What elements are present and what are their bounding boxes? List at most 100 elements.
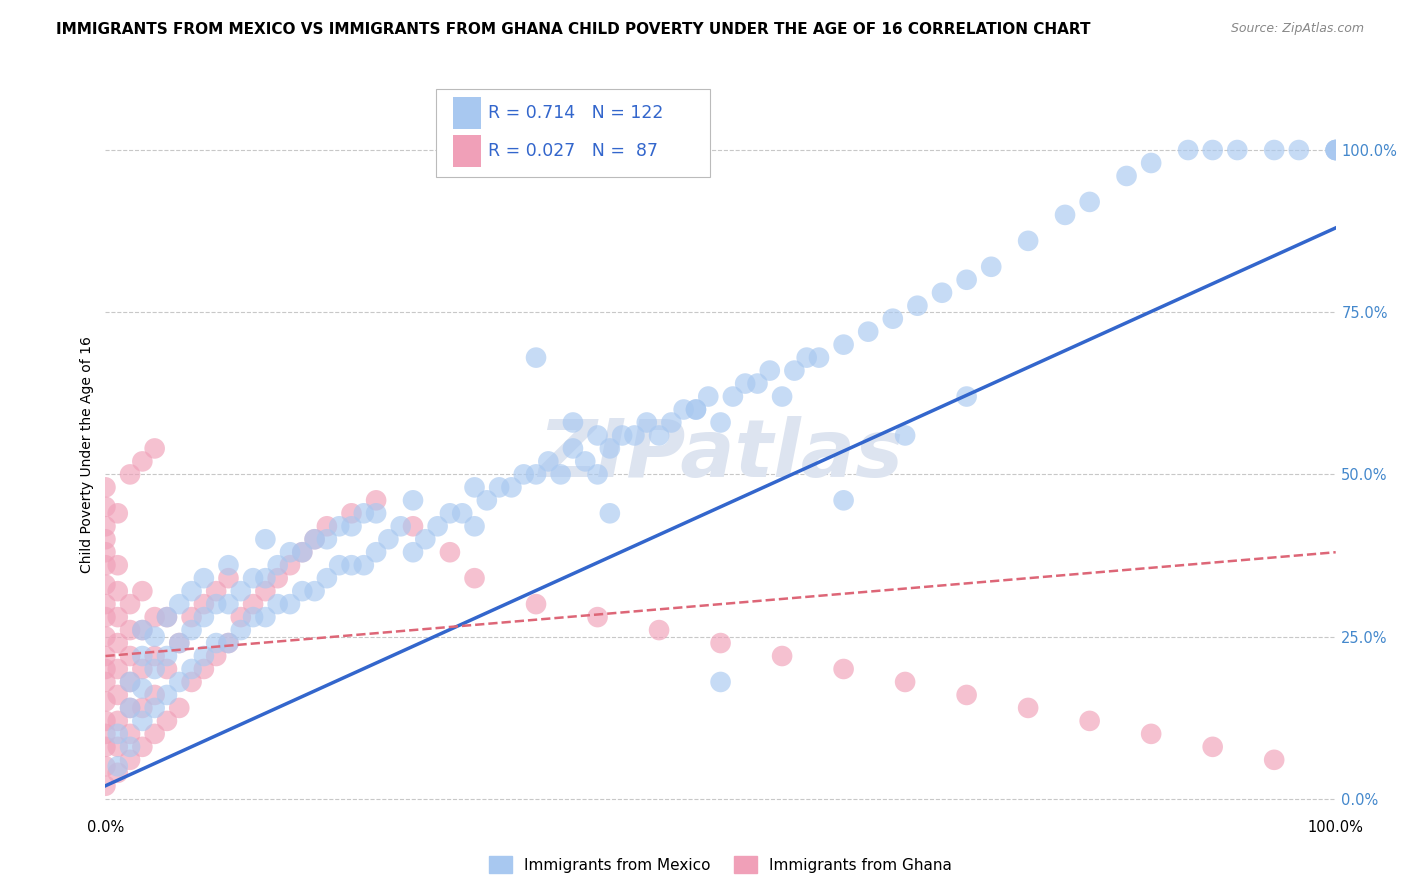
Text: R = 0.027   N =  87: R = 0.027 N = 87	[488, 142, 658, 160]
Point	[107, 662, 129, 676]
Point	[451, 506, 474, 520]
Point	[882, 311, 904, 326]
Point	[107, 688, 129, 702]
Point	[143, 610, 166, 624]
Point	[169, 636, 191, 650]
Point	[783, 363, 806, 377]
Point	[120, 727, 141, 741]
Text: ZIPatlas: ZIPatlas	[538, 416, 903, 494]
Point	[586, 610, 609, 624]
Point	[254, 584, 277, 599]
Point	[439, 545, 461, 559]
Point	[156, 648, 179, 663]
Point	[464, 480, 486, 494]
Point	[661, 416, 683, 430]
Point	[143, 727, 166, 741]
Point	[291, 545, 314, 559]
Point	[278, 545, 301, 559]
Point	[1202, 739, 1225, 754]
Point	[180, 662, 202, 676]
Point	[107, 610, 129, 624]
Point	[1263, 753, 1285, 767]
Point	[156, 688, 179, 702]
Point	[291, 584, 314, 599]
Point	[278, 558, 301, 573]
Point	[501, 480, 523, 494]
Point	[120, 597, 141, 611]
Point	[832, 337, 855, 351]
Point	[120, 623, 141, 637]
Point	[180, 584, 202, 599]
Point	[291, 545, 314, 559]
Point	[143, 701, 166, 715]
Point	[894, 675, 917, 690]
Point	[94, 500, 117, 514]
Point	[107, 739, 129, 754]
Point	[648, 623, 671, 637]
Point	[550, 467, 572, 482]
Point	[648, 428, 671, 442]
Point	[389, 519, 412, 533]
Point	[94, 739, 117, 754]
Point	[218, 636, 240, 650]
Point	[1140, 156, 1163, 170]
Point	[710, 675, 733, 690]
Point	[353, 558, 375, 573]
Point	[464, 571, 486, 585]
Point	[218, 558, 240, 573]
Point	[205, 597, 228, 611]
Point	[685, 402, 707, 417]
Point	[980, 260, 1002, 274]
Point	[328, 519, 350, 533]
Point	[218, 571, 240, 585]
Point	[143, 442, 166, 456]
Point	[267, 597, 290, 611]
Point	[340, 558, 363, 573]
Point	[107, 727, 129, 741]
Point	[586, 428, 609, 442]
Point	[353, 506, 375, 520]
Point	[156, 610, 179, 624]
Point	[562, 416, 585, 430]
Point	[169, 675, 191, 690]
Point	[807, 351, 830, 365]
Point	[599, 506, 621, 520]
Y-axis label: Child Poverty Under the Age of 16: Child Poverty Under the Age of 16	[80, 336, 94, 574]
Point	[796, 351, 818, 365]
Point	[513, 467, 536, 482]
Point	[107, 506, 129, 520]
Point	[180, 623, 202, 637]
Point	[366, 493, 388, 508]
Point	[169, 701, 191, 715]
Point	[562, 442, 585, 456]
Point	[1140, 727, 1163, 741]
Point	[94, 727, 117, 741]
Point	[120, 648, 141, 663]
Point	[574, 454, 596, 468]
Point	[94, 577, 117, 591]
Point	[193, 571, 215, 585]
Point	[107, 759, 129, 773]
Point	[1324, 143, 1347, 157]
Point	[304, 533, 326, 547]
Point	[120, 467, 141, 482]
Point	[1017, 234, 1039, 248]
Point	[439, 506, 461, 520]
Point	[120, 701, 141, 715]
Point	[94, 533, 117, 547]
Point	[131, 648, 153, 663]
Point	[131, 701, 153, 715]
Point	[254, 533, 277, 547]
Point	[242, 571, 264, 585]
Point	[169, 597, 191, 611]
Point	[599, 442, 621, 456]
Point	[94, 597, 117, 611]
Point	[1017, 701, 1039, 715]
Point	[107, 558, 129, 573]
Point	[193, 662, 215, 676]
Point	[180, 675, 202, 690]
Point	[193, 610, 215, 624]
Point	[1202, 143, 1225, 157]
Point	[610, 428, 633, 442]
Point	[537, 454, 560, 468]
